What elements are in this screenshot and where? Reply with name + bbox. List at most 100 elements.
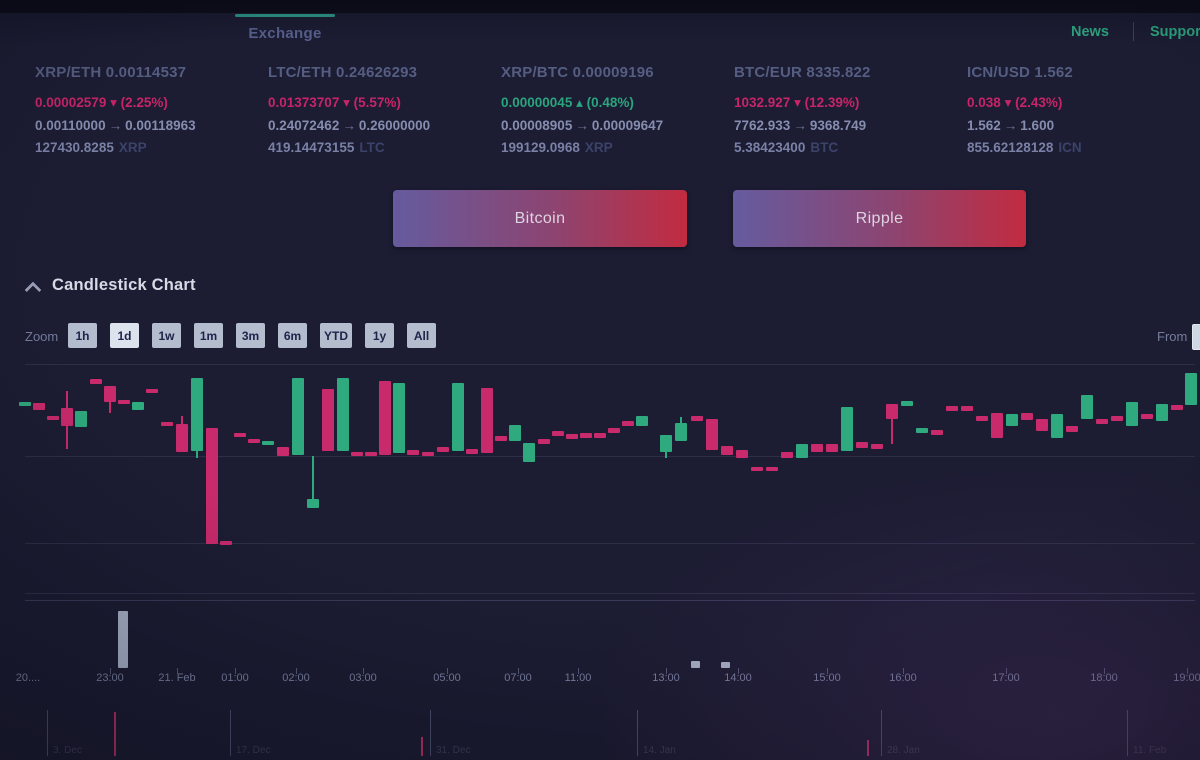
candle [307, 499, 319, 508]
range-button-1m[interactable]: 1m [194, 323, 223, 348]
candle [206, 428, 218, 544]
ticker-cell[interactable]: XRP/BTC 0.00009196 0.00000045 ▴ (0.48%) … [501, 64, 734, 155]
candle [1051, 414, 1063, 438]
tab-exchange[interactable]: Exchange [248, 25, 322, 42]
candle [523, 443, 535, 462]
candle [104, 386, 116, 402]
x-axis-tick [518, 668, 519, 674]
candle [176, 424, 188, 452]
x-axis-label: 17:00 [992, 672, 1020, 684]
candle [580, 433, 592, 438]
ticker-cell[interactable]: BTC/EUR 8335.822 1032.927 ▾ (12.39%) 776… [734, 64, 967, 155]
chevron-up-icon[interactable] [24, 281, 42, 299]
x-axis-tick [110, 668, 111, 674]
ticker-range-high: 0.26000000 [358, 118, 431, 133]
range-button-1w[interactable]: 1w [152, 323, 181, 348]
navigator-tick [881, 710, 882, 756]
x-axis-tick [447, 668, 448, 674]
range-button-6m[interactable]: 6m [278, 323, 307, 348]
ticker-range: 0.00008905 → 0.00009647 [501, 118, 734, 133]
candle [691, 416, 703, 421]
bitcoin-button[interactable]: Bitcoin [393, 190, 687, 247]
nav-link-news[interactable]: News [1071, 24, 1109, 40]
candle [481, 388, 493, 453]
ticker-change: 0.00002579 ▾ (2.25%) [35, 95, 268, 111]
range-button-all[interactable]: All [407, 323, 436, 348]
candle [75, 411, 87, 427]
candle [976, 416, 988, 421]
ticker-range: 1.562 → 1.600 [967, 118, 1200, 133]
candle [811, 444, 823, 452]
candlestick-chart[interactable]: 20.... 23:00 21. Feb 01:00 02:00 03:00 05:00 07… [0, 356, 1200, 696]
range-button-ytd[interactable]: YTD [320, 323, 352, 348]
x-axis-label: 23:00 [96, 672, 124, 684]
candle [946, 406, 958, 411]
x-axis-tick [363, 668, 364, 674]
navigator-tick [637, 710, 638, 756]
navigator-tick [430, 710, 431, 756]
zoom-label: Zoom [25, 329, 59, 344]
ripple-button[interactable]: Ripple [733, 190, 1026, 247]
candle-wick [312, 456, 314, 508]
x-axis-label: 03:00 [349, 672, 377, 684]
x-axis-tick [296, 668, 297, 674]
navigator-tick [230, 710, 231, 756]
candle [901, 401, 913, 406]
candle [706, 419, 718, 450]
candle [594, 433, 606, 438]
nav-link-support[interactable]: Support [1150, 24, 1200, 40]
x-axis-tick [578, 668, 579, 674]
x-axis-tick [903, 668, 904, 674]
candle [826, 444, 838, 452]
candle [1006, 414, 1018, 426]
candle [566, 434, 578, 439]
x-axis-label: 13:00 [652, 672, 680, 684]
candle [622, 421, 634, 426]
candle [736, 450, 748, 458]
navigator-date-label: 14. Jan [643, 745, 676, 756]
candle [675, 423, 687, 441]
ticker-change: 0.00000045 ▴ (0.48%) [501, 95, 734, 111]
candle [509, 425, 521, 441]
candle [19, 402, 31, 406]
candle [379, 381, 391, 455]
ticker-range: 0.24072462 → 0.26000000 [268, 118, 501, 133]
from-date-input[interactable] [1192, 324, 1200, 350]
ticker-pair-label: LTC/ETH 0.24626293 [268, 64, 418, 81]
candle [871, 444, 883, 449]
navigator-tick [1127, 710, 1128, 756]
range-button-3m[interactable]: 3m [236, 323, 265, 348]
range-button-1d[interactable]: 1d [110, 323, 139, 348]
ticker-cell[interactable]: ICN/USD 1.562 0.038 ▾ (2.43%) 1.562 → 1.60… [967, 64, 1200, 155]
chart-gridline [25, 600, 1195, 601]
range-button-1h[interactable]: 1h [68, 323, 97, 348]
x-axis-tick [177, 668, 178, 674]
ticker-change: 0.01373707 ▾ (5.57%) [268, 95, 501, 111]
ticker-cell[interactable]: LTC/ETH 0.24626293 0.01373707 ▾ (5.57%) … [268, 64, 501, 155]
candle [118, 400, 130, 404]
ticker-volume-unit: LTC [359, 140, 385, 155]
ticker-range-high: 0.00009647 [591, 118, 664, 133]
ticker-pair-label: XRP/ETH 0.00114537 [35, 64, 187, 81]
range-arrow-icon: → [575, 118, 589, 133]
candle [33, 403, 45, 410]
candle [991, 413, 1003, 438]
ticker-range-high: 9368.749 [809, 118, 867, 133]
candle [292, 378, 304, 455]
ticker-range-low: 0.24072462 [268, 118, 340, 133]
candle [161, 422, 173, 426]
ticker-range-low: 0.00008905 [501, 118, 573, 133]
candle [1096, 419, 1108, 424]
candle [1111, 416, 1123, 421]
top-strip [0, 0, 1200, 13]
ticker-volume: 127430.8285 XRP [35, 140, 268, 155]
candle [916, 428, 928, 433]
ticker-change-pct: (12.39%) [804, 95, 860, 110]
ticker-range-low: 0.00110000 [35, 118, 106, 133]
ticker-cell[interactable]: XRP/ETH 0.00114537 0.00002579 ▾ (2.25%) … [35, 64, 268, 155]
candle-wick [891, 404, 893, 444]
candle [437, 447, 449, 452]
candle [660, 435, 672, 452]
range-button-1y[interactable]: 1y [365, 323, 394, 348]
chart-navigator[interactable]: 3. Dec 17. Dec 31. Dec 14. Jan 28. Jan 11. Fe… [0, 700, 1200, 760]
